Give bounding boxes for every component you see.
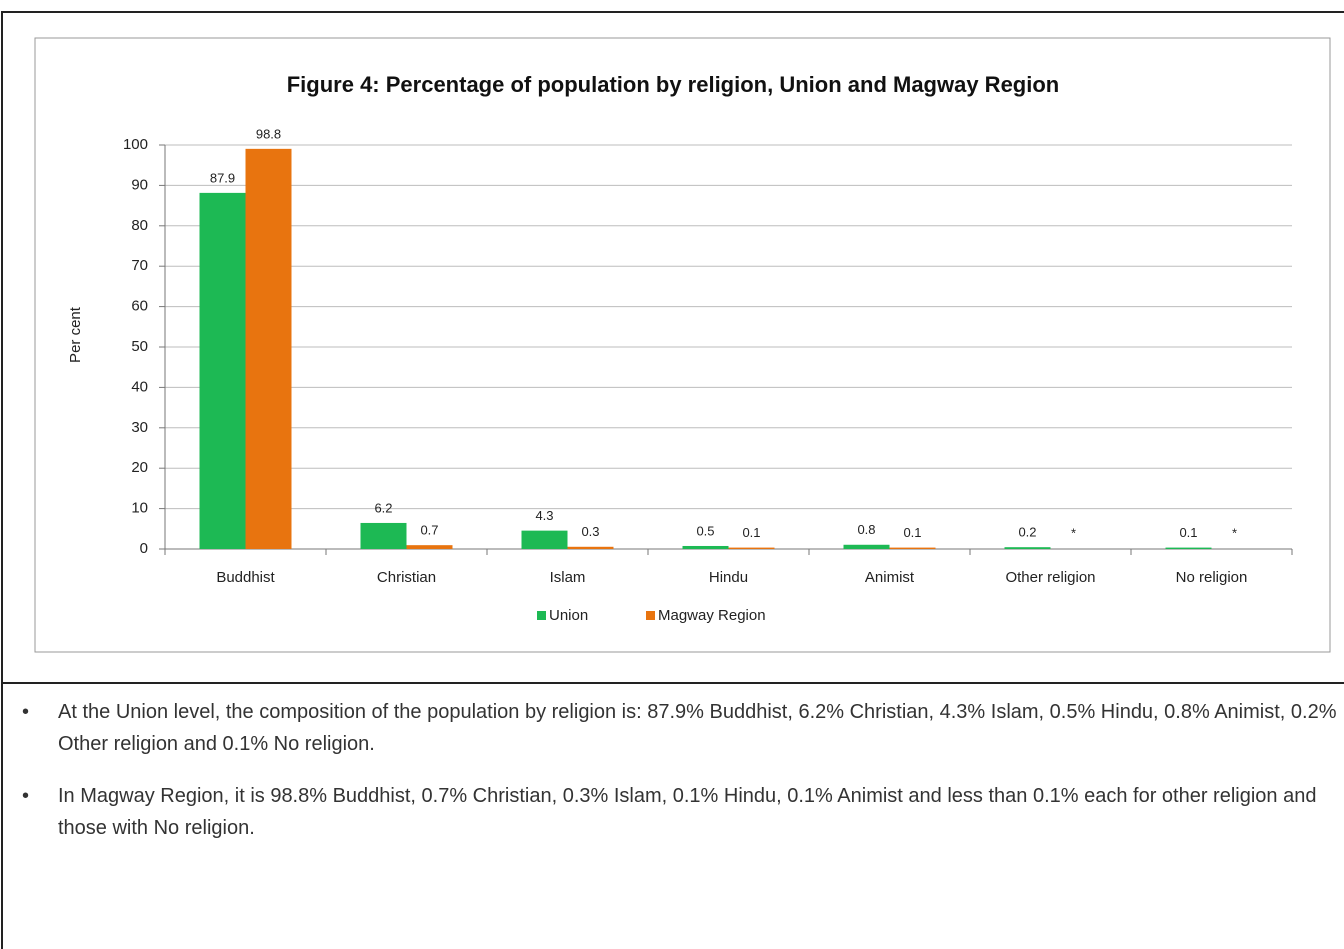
bar [728,547,775,549]
chart-frame [34,37,1331,653]
bar [843,544,890,549]
bullet-text: At the Union level, the composition of t… [58,701,1337,755]
y-tick-label: 100 [123,136,148,153]
data-label: * [1071,525,1076,540]
legend-swatch [646,611,655,620]
y-tick-label: 90 [131,176,148,193]
y-tick-label: 0 [140,540,148,557]
data-label: 0.7 [420,523,438,538]
y-tick-label: 20 [131,459,148,476]
bar [406,545,453,549]
x-tick-label: No religion [1176,569,1248,586]
data-label: 4.3 [535,508,553,523]
data-label: 0.1 [1179,525,1197,540]
data-label: 0.5 [696,523,714,538]
y-tick-label: 70 [131,257,148,274]
y-axis-label: Per cent [67,306,84,363]
x-tick-label: Christian [377,569,436,586]
y-tick-label: 60 [131,298,148,315]
data-label: 98.8 [256,126,281,141]
y-tick-label: 80 [131,217,148,234]
x-tick-label: Animist [865,569,915,586]
bar [682,545,729,549]
data-label: 0.8 [857,522,875,537]
legend-label: Union [549,607,588,624]
chart-title: Figure 4: Percentage of population by re… [286,72,1060,97]
legend-swatch [537,611,546,620]
x-tick-label: Buddhist [216,569,275,586]
data-label: 87.9 [210,170,235,185]
bullet-marker: • [22,701,30,723]
page-frame [1,11,1344,949]
bar [889,547,936,549]
data-label: 6.2 [374,500,392,515]
bar [1165,547,1212,549]
data-label: 0.1 [903,525,921,540]
bar [1004,547,1051,549]
y-tick-label: 40 [131,378,148,395]
bar [360,522,407,549]
data-label: * [1232,525,1237,540]
data-label: 0.1 [742,525,760,540]
legend-label: Magway Region [658,607,766,624]
bar [521,530,568,549]
bullet-marker: • [22,785,30,807]
y-tick-label: 30 [131,419,148,436]
x-tick-label: Other religion [1005,569,1095,586]
bar [245,148,292,549]
bullet-text: In Magway Region, it is 98.8% Buddhist, … [58,785,1317,839]
y-tick-label: 50 [131,338,148,355]
bar [567,546,614,549]
y-tick-label: 10 [131,500,148,517]
data-label: 0.2 [1018,525,1036,540]
bar [199,192,246,549]
x-tick-label: Islam [550,569,586,586]
x-tick-label: Hindu [709,569,748,586]
data-label: 0.3 [581,524,599,539]
